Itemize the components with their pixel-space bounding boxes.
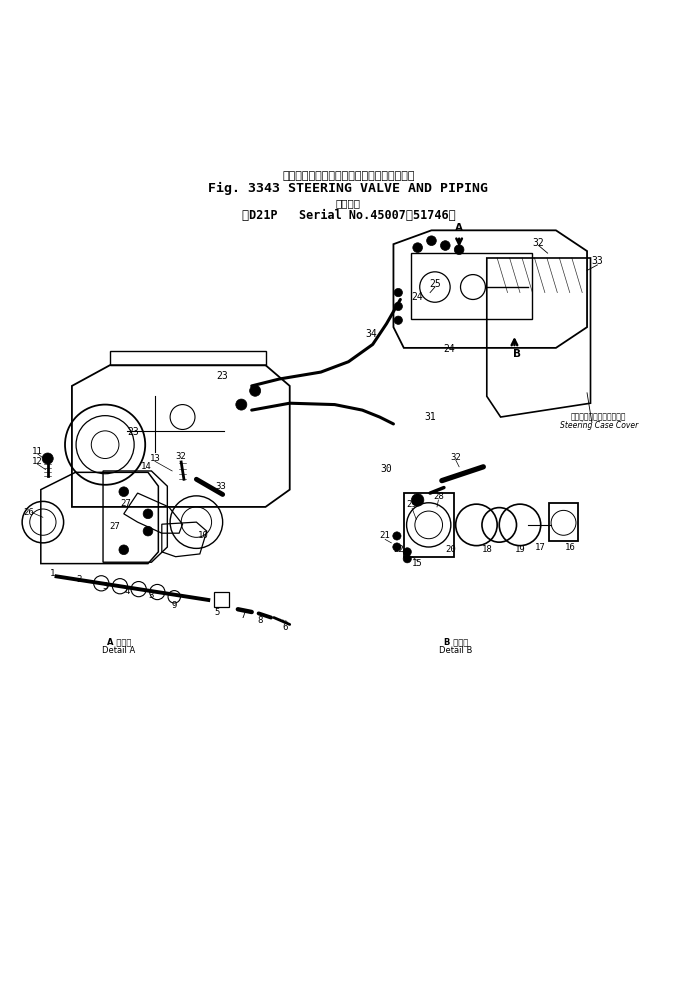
Text: ステアリングケースカバー: ステアリングケースカバー	[571, 413, 627, 422]
Text: 28: 28	[433, 492, 444, 501]
Text: 17: 17	[535, 543, 546, 552]
Circle shape	[392, 543, 401, 551]
Text: 適用号機: 適用号機	[336, 198, 361, 208]
Text: 3: 3	[148, 591, 154, 600]
Circle shape	[413, 243, 422, 252]
FancyBboxPatch shape	[214, 592, 229, 607]
Circle shape	[403, 548, 411, 556]
Text: 30: 30	[381, 464, 392, 474]
Text: Detail A: Detail A	[102, 646, 135, 655]
Circle shape	[411, 494, 424, 506]
Text: Fig. 3343 STEERING VALVE AND PIPING: Fig. 3343 STEERING VALVE AND PIPING	[208, 182, 489, 195]
Text: 7: 7	[240, 611, 246, 620]
Circle shape	[394, 316, 402, 324]
Circle shape	[427, 236, 436, 246]
Text: 27: 27	[109, 522, 120, 531]
Text: 19: 19	[514, 545, 526, 554]
Circle shape	[394, 302, 402, 311]
Text: （D21P   Serial No.45007～51746）: （D21P Serial No.45007～51746）	[242, 209, 455, 222]
Text: 14: 14	[141, 462, 152, 471]
Text: A 詳細図: A 詳細図	[107, 637, 131, 646]
Circle shape	[131, 582, 146, 597]
Circle shape	[392, 532, 401, 540]
Circle shape	[150, 584, 165, 600]
Circle shape	[93, 576, 109, 591]
Text: ステアリング　バルブ　および　パイピング: ステアリング バルブ および パイピング	[282, 171, 415, 181]
Text: B 詳細図: B 詳細図	[443, 637, 468, 646]
Text: 20: 20	[445, 545, 457, 554]
Text: 29: 29	[407, 500, 418, 509]
Text: 10: 10	[198, 531, 208, 540]
Text: 33: 33	[592, 256, 604, 266]
Circle shape	[394, 288, 402, 297]
Text: 6: 6	[282, 623, 288, 632]
Text: 27: 27	[121, 499, 131, 508]
Circle shape	[119, 545, 129, 555]
Text: 8: 8	[257, 616, 263, 625]
Text: 32: 32	[450, 453, 461, 462]
Circle shape	[454, 245, 464, 255]
Text: 25: 25	[429, 279, 441, 289]
Text: 16: 16	[565, 543, 575, 552]
Text: A: A	[455, 223, 463, 233]
Text: 23: 23	[217, 371, 229, 381]
Text: 31: 31	[424, 412, 436, 422]
Text: 21: 21	[380, 531, 390, 540]
Text: 5: 5	[215, 608, 220, 617]
Circle shape	[236, 399, 247, 410]
Text: 23: 23	[127, 427, 139, 437]
Text: 26: 26	[24, 508, 34, 517]
Text: 3: 3	[102, 582, 108, 591]
Text: 1: 1	[50, 569, 55, 578]
Text: 32: 32	[176, 452, 187, 461]
Text: 15: 15	[412, 559, 423, 568]
Text: 24: 24	[412, 292, 424, 302]
Circle shape	[43, 453, 53, 464]
Circle shape	[441, 241, 450, 250]
Circle shape	[250, 385, 261, 396]
Text: 12: 12	[32, 457, 43, 466]
Text: 4: 4	[125, 587, 130, 596]
Circle shape	[119, 487, 129, 497]
Text: 24: 24	[443, 344, 454, 354]
Text: B: B	[512, 349, 521, 359]
Text: 13: 13	[150, 454, 160, 463]
Text: 9: 9	[171, 601, 177, 610]
Circle shape	[143, 526, 153, 536]
Text: 22: 22	[393, 545, 404, 554]
Circle shape	[403, 555, 411, 563]
Text: 33: 33	[215, 482, 226, 491]
Text: 32: 32	[533, 238, 544, 248]
Text: Steering Case Cover: Steering Case Cover	[560, 421, 638, 430]
Text: 2: 2	[76, 575, 82, 584]
Text: 18: 18	[482, 545, 492, 554]
Text: Detail B: Detail B	[439, 646, 473, 655]
Text: 11: 11	[32, 447, 43, 456]
Circle shape	[143, 509, 153, 519]
Text: 34: 34	[365, 329, 377, 339]
Circle shape	[112, 579, 128, 594]
